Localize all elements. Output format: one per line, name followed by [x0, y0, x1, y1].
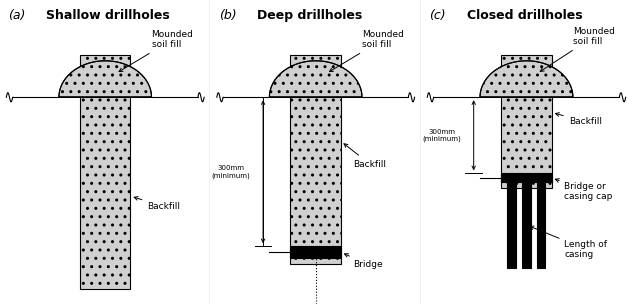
Text: Backfill: Backfill	[134, 197, 180, 211]
Bar	[501, 173, 552, 182]
Text: Mounded
soil fill: Mounded soil fill	[329, 30, 404, 71]
Text: Backfill: Backfill	[344, 144, 387, 169]
Bar	[507, 182, 516, 268]
Bar	[291, 55, 341, 264]
Bar	[522, 182, 531, 268]
Text: Mounded
soil fill: Mounded soil fill	[540, 27, 615, 71]
Bar	[80, 55, 130, 289]
Bar	[537, 182, 545, 268]
Text: Length of
casing: Length of casing	[530, 226, 607, 259]
Text: Bridge: Bridge	[344, 254, 383, 269]
Text: Backfill: Backfill	[556, 113, 602, 126]
Text: Mounded
soil fill: Mounded soil fill	[119, 30, 193, 71]
Text: Bridge or
casing cap: Bridge or casing cap	[556, 179, 613, 201]
Text: Closed drillholes: Closed drillholes	[467, 9, 583, 22]
Polygon shape	[480, 61, 573, 97]
Text: Deep drillholes: Deep drillholes	[257, 9, 362, 22]
Text: (b): (b)	[219, 9, 236, 22]
Text: (c): (c)	[429, 9, 446, 22]
Bar	[291, 246, 341, 258]
Text: 300mm
(minimum): 300mm (minimum)	[212, 165, 250, 178]
Text: 300mm
(minimum): 300mm (minimum)	[422, 129, 461, 142]
Text: Shallow drillholes: Shallow drillholes	[46, 9, 170, 22]
Polygon shape	[269, 61, 362, 97]
Bar	[501, 55, 552, 188]
Polygon shape	[59, 61, 152, 97]
Text: (a): (a)	[8, 9, 26, 22]
